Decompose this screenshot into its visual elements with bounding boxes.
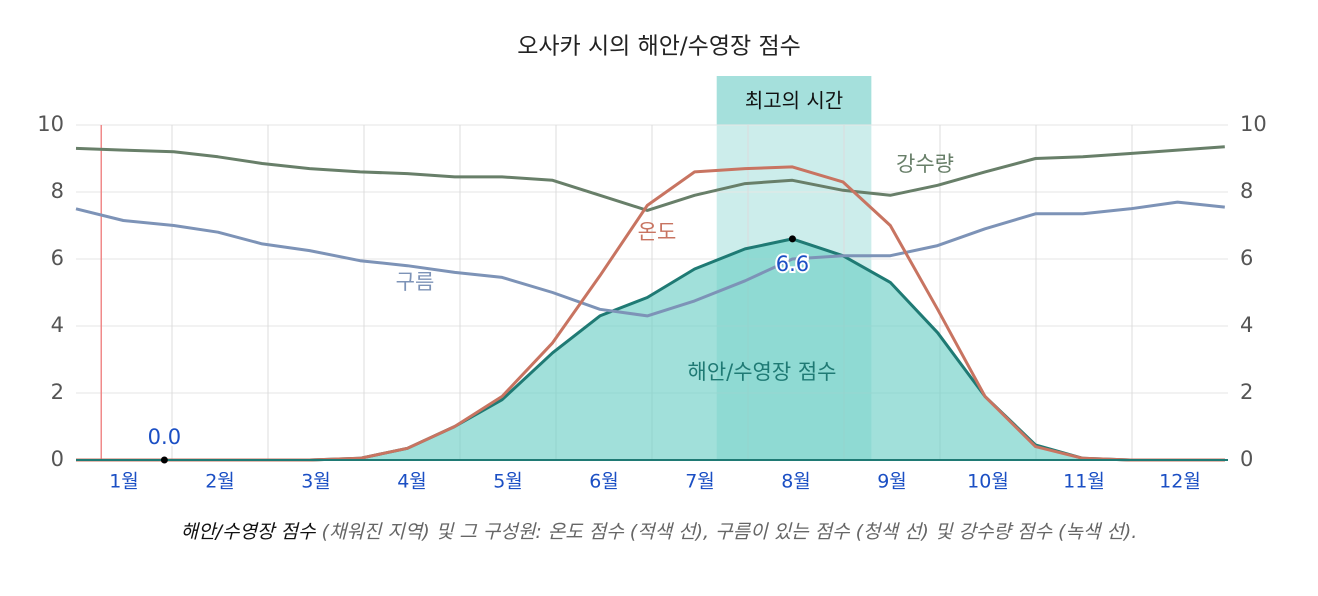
series-label: 온도 [638,220,677,244]
y2-tick-label: 6 [1240,246,1253,270]
x-tick-label: 10월 [967,471,1009,493]
chart-title: 오사카 시의 해안/수영장 점수 [517,34,801,60]
caption-lead: 해안/수영장 점수 [180,521,316,543]
y-tick-label: 0 [51,447,64,471]
series-label: 해안/수영장 점수 [688,360,837,384]
y-tick-label: 4 [51,313,64,337]
x-tick-label: 3월 [301,471,331,493]
y-tick-label: 6 [51,246,64,270]
annotation-label: 0.0 [148,425,181,449]
series-line [75,145,1225,212]
area-fill [76,238,1225,460]
series-label: 강수량 [896,152,954,176]
y-tick-label: 10 [37,112,64,136]
series-label: 구름 [396,270,435,294]
caption-text: (채워진 지역) 및 그 구성원: 온도 점수 (적색 선), 구름이 있는 점… [321,521,1138,543]
y2-tick-label: 8 [1240,179,1253,203]
x-tick-label: 11월 [1063,471,1105,493]
annotation-point [788,235,796,243]
y2-tick-label: 4 [1240,313,1253,337]
x-tick-label: 9월 [877,471,907,493]
x-tick-label: 7월 [685,471,715,493]
x-tick-label: 5월 [493,471,523,493]
annotation-label: 6.6 [776,252,809,276]
x-tick-label: 1월 [109,471,139,493]
x-tick-label: 4월 [397,471,427,493]
x-tick-label: 8월 [781,471,811,493]
x-tick-label: 6월 [589,471,619,493]
y-tick-label: 2 [51,380,64,404]
chart: 오사카 시의 해안/수영장 점수 최고의 시간 0 2 4 6 8 10 0 2 4 6 8 10 1월 2… [37,34,1267,493]
x-tick-label: 12월 [1159,471,1201,493]
y2-tick-label: 10 [1240,112,1267,136]
caption: 해안/수영장 점수 (채워진 지역) 및 그 구성원: 온도 점수 (적색 선)… [40,514,1278,550]
x-tick-label: 2월 [205,471,235,493]
y2-tick-label: 2 [1240,380,1253,404]
y2-tick-label: 0 [1240,447,1253,471]
annotation-point [160,456,168,464]
best-time-label: 최고의 시간 [745,89,843,113]
series-line [75,200,1225,318]
best-time-header [716,76,872,125]
y-tick-label: 8 [51,179,64,203]
